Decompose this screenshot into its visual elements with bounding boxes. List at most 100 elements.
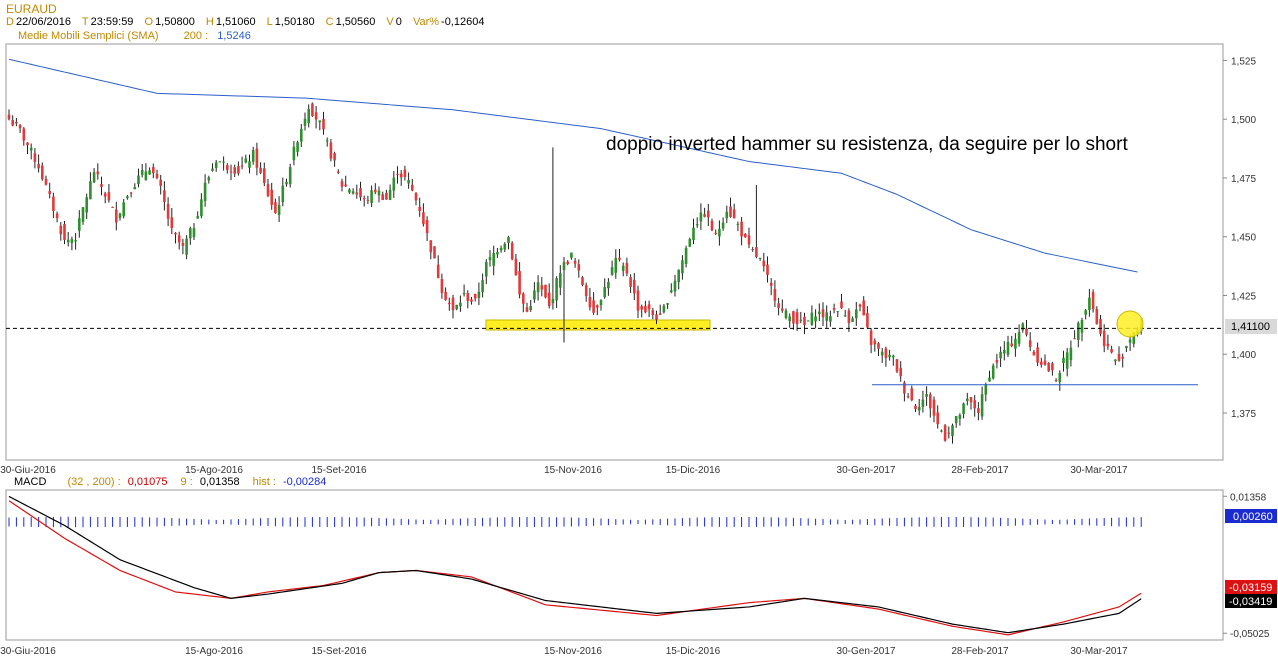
candle-bull	[133, 187, 137, 190]
candle-bear	[581, 277, 584, 286]
y-tick-label: -0,05025	[1230, 629, 1270, 640]
x-tick-label: 15-Set-2016	[311, 646, 366, 657]
candle-bear	[751, 249, 754, 251]
macd-tag: -0,03419	[1229, 596, 1272, 608]
candle-bear	[41, 165, 44, 180]
candle-bull	[951, 425, 954, 437]
candle-bear	[359, 188, 362, 198]
candle-bull	[1006, 341, 1010, 355]
price-tag: 1,41100	[1231, 321, 1270, 333]
y-tick-label: 1,425	[1231, 291, 1256, 302]
candle-bull	[562, 262, 566, 271]
candle-bear	[1054, 380, 1058, 382]
candle-bear	[440, 278, 444, 293]
support-zone	[485, 319, 711, 331]
candle-bull	[459, 302, 462, 307]
candle-bull	[1069, 347, 1073, 361]
candle-bear	[903, 382, 906, 394]
candle-bull	[488, 257, 492, 261]
candle-bear	[403, 169, 407, 177]
x-tick-label: 15-Ago-2016	[185, 465, 243, 476]
macd-tag-box	[1225, 594, 1277, 608]
candle-bear	[710, 220, 714, 231]
candle-bull	[351, 191, 355, 194]
candle-bear	[270, 189, 273, 205]
y-tick-label: 1,475	[1231, 174, 1256, 185]
date-value: 22/06/2016	[15, 16, 72, 28]
candle-bull	[551, 298, 555, 304]
candle-bull	[196, 216, 199, 219]
candle-bear	[1095, 308, 1099, 324]
candle-bull	[1058, 372, 1062, 383]
candle-bull	[991, 365, 995, 379]
candle-bear	[255, 148, 259, 168]
candle-bull	[699, 212, 703, 222]
candle-bear	[592, 300, 595, 313]
candle-bull	[503, 243, 507, 250]
candle-bear	[340, 181, 344, 187]
candle-bull	[222, 161, 225, 163]
candle-bull	[999, 351, 1002, 359]
candle-bull	[1017, 332, 1021, 344]
candle-bear	[418, 206, 421, 211]
candle-bull	[818, 311, 821, 315]
candle-bull	[988, 377, 991, 382]
candle-bear	[166, 203, 170, 219]
candle-bear	[732, 209, 736, 219]
candle-bull	[529, 306, 532, 311]
candle-bear	[174, 232, 177, 235]
candle-bear	[103, 193, 107, 197]
ohlc-readout: D 22/06/2016 T 23:59:59 O 1,50800 H 1,51060 …	[6, 16, 485, 28]
candle-bull	[892, 355, 895, 358]
candle-bull	[192, 228, 196, 238]
candle-bear	[832, 308, 836, 310]
candle-bear	[1110, 349, 1113, 353]
candle-bull	[666, 303, 669, 305]
candle-bull	[140, 170, 144, 175]
candle-bear	[1102, 330, 1106, 347]
candle-bull	[692, 227, 695, 240]
candle-bear	[337, 171, 340, 173]
y-tick-label: 1,375	[1231, 409, 1256, 420]
candle-bull	[851, 318, 854, 322]
candle-bear	[155, 173, 159, 179]
candle-bull	[303, 118, 307, 126]
signal-tag-box	[1225, 580, 1277, 594]
candle-bear	[584, 285, 588, 297]
candle-bear	[470, 299, 473, 302]
macd-panel-frame	[5, 489, 1224, 641]
candle-bull	[954, 415, 958, 424]
signal-tag: -0,03159	[1229, 582, 1272, 594]
candle-bear	[233, 167, 236, 174]
candle-bull	[481, 280, 484, 293]
candle-bear	[862, 300, 865, 316]
candle-bear	[729, 206, 732, 217]
hist-tag-box	[1225, 509, 1277, 523]
candle-bear	[936, 412, 939, 425]
candle-bull	[1080, 319, 1084, 333]
x-tick-label: 15-Ago-2016	[185, 646, 243, 657]
candle-bull	[966, 398, 969, 401]
candle-bull	[277, 204, 281, 215]
candle-bull	[555, 278, 558, 301]
candle-bull	[318, 120, 322, 123]
candle-bull	[980, 394, 984, 417]
candle-bull	[810, 312, 814, 325]
candle-bear	[1051, 363, 1054, 371]
candle-bull	[984, 384, 988, 395]
candle-bull	[118, 213, 122, 219]
candle-bear	[740, 221, 743, 237]
candle-bear	[240, 165, 244, 167]
candle-bull	[499, 247, 503, 251]
candle-bear	[840, 301, 843, 309]
candle-bull	[1114, 359, 1117, 362]
candle-bear	[451, 297, 455, 311]
candle-bear	[640, 306, 643, 310]
candle-bear	[1121, 356, 1124, 359]
candle-bull	[621, 265, 625, 271]
candle-bear	[159, 179, 162, 186]
x-tick-label: 28-Feb-2017	[951, 465, 1009, 476]
candle-bear	[1091, 292, 1095, 310]
candle-bull	[1088, 297, 1091, 311]
